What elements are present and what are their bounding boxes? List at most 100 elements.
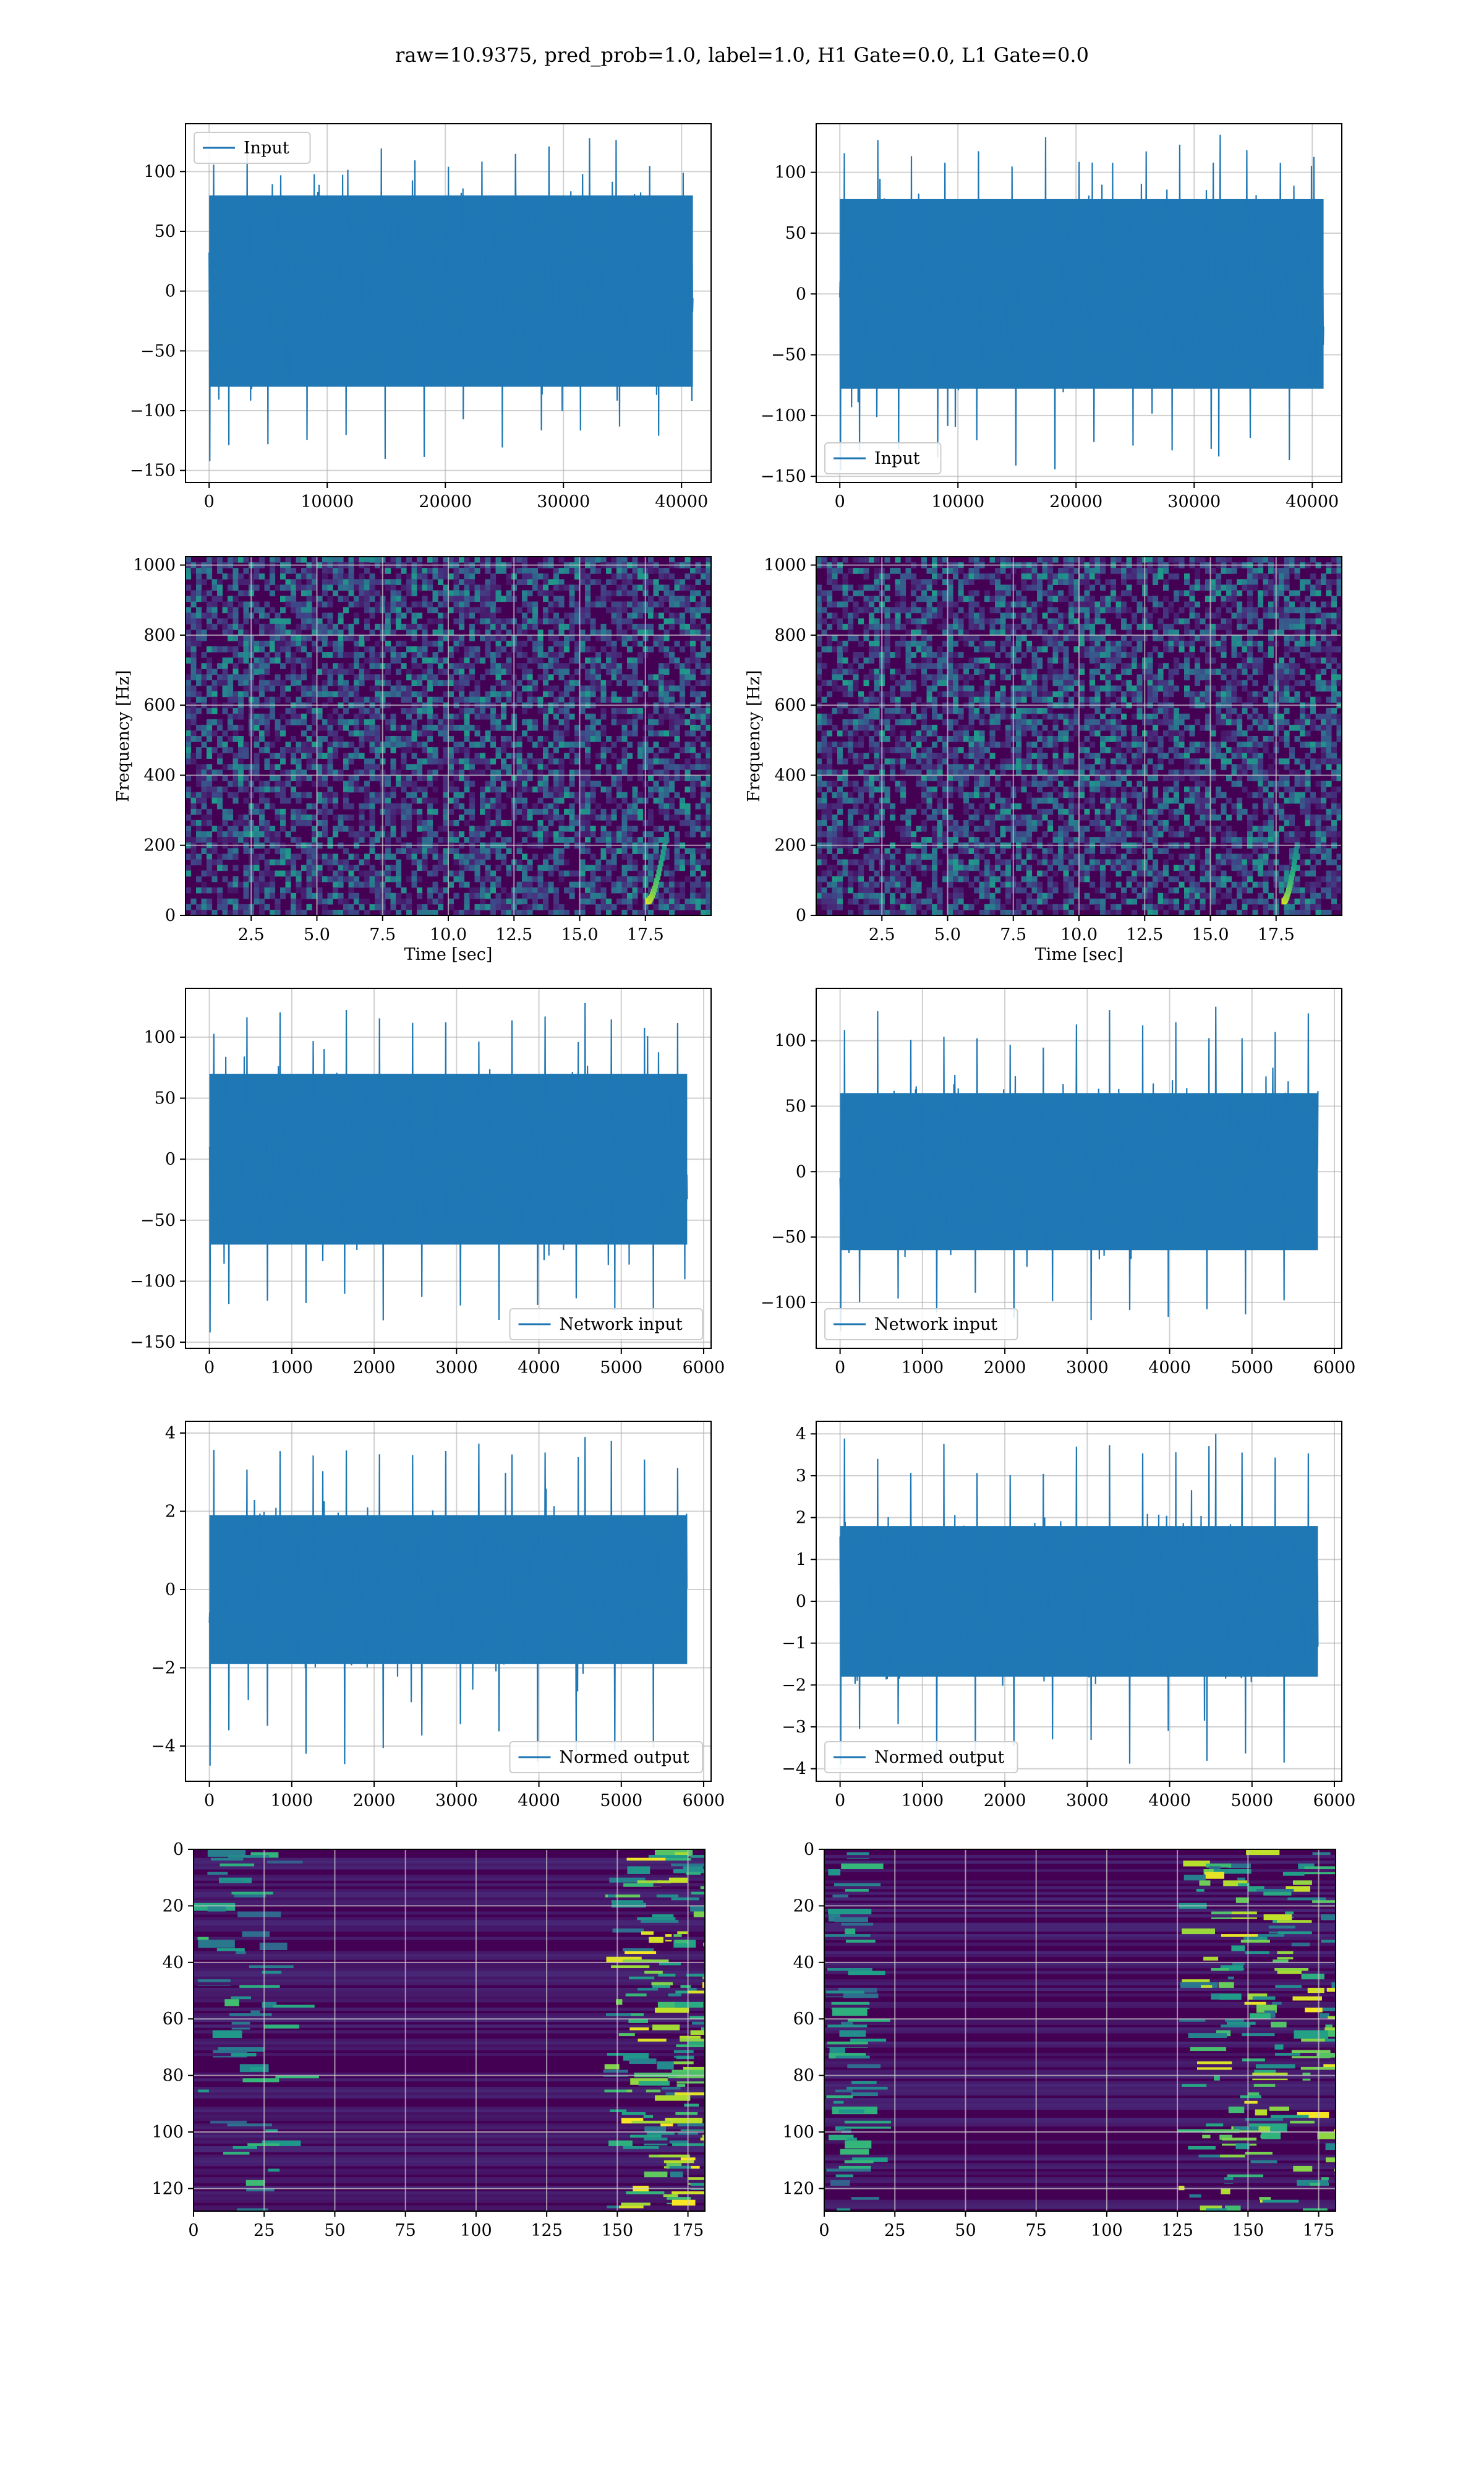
y-tick-label: 80 bbox=[793, 2066, 814, 2086]
tick-labels: 0 1000 2000 3000 4000 5000 6000 −4 −3 −2 −1 0 1 2 3 4 bbox=[782, 1424, 1355, 1810]
x-tick-label: 0 bbox=[204, 492, 215, 511]
y-tick-label: −150 bbox=[761, 467, 806, 486]
plot-area bbox=[186, 124, 711, 482]
y-tick-label: 0 bbox=[173, 1840, 184, 1859]
x-tick-label: 1000 bbox=[902, 1358, 944, 1377]
y-tick-label: −100 bbox=[130, 401, 176, 421]
x-tick-label: 0 bbox=[819, 2221, 829, 2240]
plot-area bbox=[816, 557, 1342, 915]
axes-frame bbox=[185, 1421, 712, 1782]
panel-spectrogram-h1: 2.5 5.0 7.5 10.0 12.5 15.0 17.5 0 200 400 600 800 10… bbox=[114, 556, 712, 964]
y-tick-label: 50 bbox=[155, 1089, 176, 1108]
tick-labels: 2.5 5.0 7.5 10.0 12.5 15.0 17.5 0 200 400 600 800 10… bbox=[764, 556, 1295, 944]
x-tick-label: 0 bbox=[204, 1358, 215, 1377]
tick-labels: 0 1000 2000 3000 4000 5000 6000 −150 −100 −50 0 50 1… bbox=[130, 1028, 725, 1377]
figure-title: raw=10.9375, pred_prob=1.0, label=1.0, H… bbox=[395, 43, 1089, 67]
x-tick-label: 5.0 bbox=[304, 925, 330, 944]
x-tick-label: 4000 bbox=[1148, 1791, 1191, 1810]
plot-area bbox=[186, 1421, 711, 1781]
x-tick-label: 17.5 bbox=[1258, 925, 1295, 944]
legend: Network input bbox=[509, 1308, 703, 1340]
axes-frame bbox=[193, 1849, 706, 2212]
y-tick-label: 20 bbox=[163, 1896, 184, 1915]
legend: Input bbox=[824, 442, 942, 474]
y-tick-label: −4 bbox=[151, 1737, 176, 1756]
x-tick-label: 0 bbox=[835, 1358, 845, 1377]
y-axis-label: Frequency [Hz] bbox=[114, 670, 133, 802]
panel-input-h1: 0 10000 20000 30000 40000 −150 −100 −50 0 50 100 In… bbox=[130, 123, 712, 511]
series-line-network-input-h1 bbox=[208, 1003, 688, 1333]
x-tick-label: 10000 bbox=[931, 492, 984, 511]
plot-area bbox=[816, 1421, 1342, 1781]
axes-frame bbox=[185, 988, 712, 1349]
tick-labels: 2.5 5.0 7.5 10.0 12.5 15.0 17.5 0 200 400 600 800 10… bbox=[133, 556, 664, 944]
panel-feature-map-h1: 0 25 50 75 100 125 150 175 0 20 40 60 80 100 120 bbox=[151, 1840, 706, 2240]
series-line-input-l1 bbox=[839, 134, 1324, 471]
y-tick-label: 4 bbox=[796, 1424, 806, 1444]
panel-normed-output-h1: 0 1000 2000 3000 4000 5000 6000 −4 −2 0 2 4 Normed o… bbox=[151, 1421, 725, 1810]
y-tick-label: −50 bbox=[771, 346, 806, 365]
x-tick-label: 2000 bbox=[353, 1358, 396, 1377]
panel-network-input-l1: 0 1000 2000 3000 4000 5000 6000 −100 −50 0 50 100 Ne… bbox=[761, 988, 1356, 1377]
y-tick-label: 3 bbox=[796, 1466, 806, 1486]
x-tick-label: 175 bbox=[672, 2221, 704, 2240]
y-tick-label: −1 bbox=[782, 1634, 806, 1653]
y-tick-label: 0 bbox=[796, 906, 806, 925]
plot-area bbox=[816, 124, 1342, 482]
plot-area bbox=[194, 1849, 705, 2211]
grid-lines bbox=[816, 557, 1342, 915]
heatmap-cells bbox=[824, 1849, 1336, 2211]
x-axis-label: Time [sec] bbox=[1035, 945, 1124, 964]
x-tick-label: 5000 bbox=[1230, 1358, 1273, 1377]
y-tick-label: 600 bbox=[143, 696, 176, 715]
x-tick-label: 4000 bbox=[518, 1791, 560, 1810]
y-tick-label: 200 bbox=[774, 836, 806, 855]
y-tick-label: 0 bbox=[165, 282, 176, 301]
axes-frame bbox=[816, 123, 1342, 483]
y-tick-label: 0 bbox=[165, 1580, 176, 1599]
series-line-normed-output-h1 bbox=[208, 1437, 688, 1766]
legend-label: Normed output bbox=[874, 1748, 1004, 1767]
x-tick-label: 17.5 bbox=[627, 925, 664, 944]
x-tick-label: 6000 bbox=[683, 1791, 725, 1810]
y-tick-label: 0 bbox=[796, 285, 806, 304]
plot-area bbox=[186, 988, 711, 1348]
x-tick-label: 4000 bbox=[518, 1358, 560, 1377]
series-line-network-input-l1 bbox=[839, 1006, 1319, 1332]
x-tick-label: 30000 bbox=[1167, 492, 1221, 511]
axes-frame bbox=[185, 123, 712, 483]
x-tick-label: 5000 bbox=[1230, 1791, 1273, 1810]
x-tick-label: 0 bbox=[188, 2221, 198, 2240]
axes-frame bbox=[824, 1849, 1336, 2212]
legend-label: Normed output bbox=[560, 1748, 689, 1767]
y-tick-label: −50 bbox=[140, 341, 176, 361]
y-tick-label: 1 bbox=[796, 1550, 806, 1569]
y-tick-label: 4 bbox=[165, 1424, 176, 1443]
y-tick-label: 120 bbox=[782, 2179, 814, 2198]
x-tick-label: 20000 bbox=[1049, 492, 1102, 511]
x-tick-label: 40000 bbox=[655, 492, 708, 511]
panel-normed-output-l1: 0 1000 2000 3000 4000 5000 6000 −4 −3 −2 −1 0 1 2 3 4 No… bbox=[782, 1421, 1355, 1810]
y-tick-label: −150 bbox=[130, 461, 176, 481]
y-tick-label: −4 bbox=[782, 1760, 806, 1779]
x-tick-label: 2.5 bbox=[238, 925, 265, 944]
y-tick-label: 800 bbox=[143, 626, 176, 645]
x-tick-label: 2000 bbox=[984, 1791, 1026, 1810]
y-tick-label: 40 bbox=[163, 1953, 184, 1972]
x-tick-label: 125 bbox=[531, 2221, 563, 2240]
x-tick-label: 0 bbox=[204, 1791, 215, 1810]
y-tick-label: 0 bbox=[804, 1840, 814, 1859]
y-tick-label: 100 bbox=[143, 1028, 176, 1047]
x-tick-label: 20000 bbox=[419, 492, 472, 511]
y-tick-label: 1000 bbox=[133, 556, 176, 575]
y-tick-label: 40 bbox=[793, 1953, 814, 1972]
y-tick-label: 100 bbox=[151, 2123, 184, 2142]
x-tick-label: 1000 bbox=[271, 1791, 313, 1810]
heatmap-cells bbox=[194, 1849, 705, 2211]
y-tick-label: 50 bbox=[785, 1097, 806, 1116]
legend-label: Network input bbox=[560, 1315, 683, 1334]
legend-label: Network input bbox=[874, 1315, 997, 1334]
x-tick-label: 150 bbox=[602, 2221, 634, 2240]
tick-labels: 0 1000 2000 3000 4000 5000 6000 −100 −50 0 50 100 bbox=[761, 1032, 1356, 1377]
